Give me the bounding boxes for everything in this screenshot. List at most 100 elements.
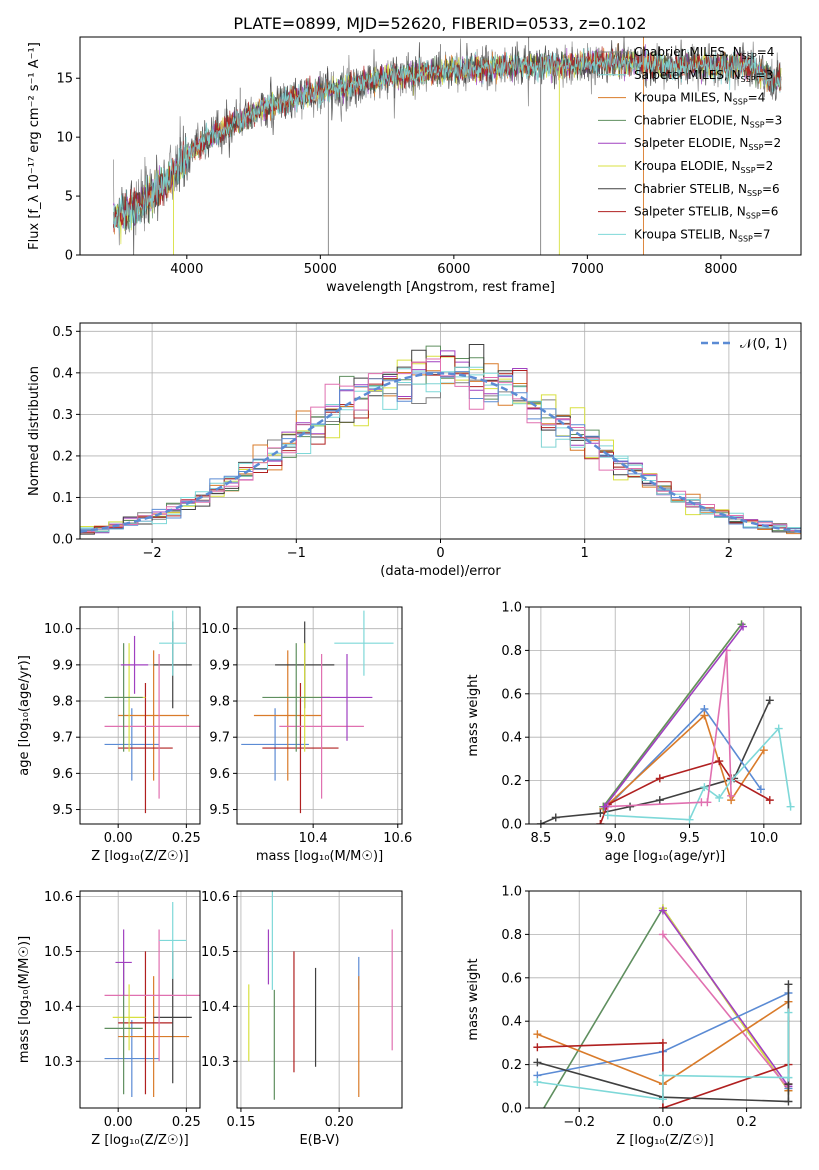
mass-weight-vs-age-frame	[528, 606, 802, 825]
mass-weight-vs-age-point-marker	[765, 796, 774, 805]
mass-vs-Z-panel: 0.00 0.25 10.3 10.4 10.5 10.6 Z [log₁₀(Z/Z☉)] m…	[17, 890, 201, 1148]
mass-weight-vs-age-series-line	[607, 650, 732, 808]
spectrum-ytick-label: 15	[56, 72, 73, 87]
mass-vs-Z-ytick-label: 10.5	[44, 945, 73, 960]
mass-vs-EBV-xtick-label: 0.20	[325, 1115, 354, 1130]
mass-weight-vs-age-point-marker	[774, 724, 783, 733]
mass-weight-vs-Z-point-marker	[784, 1097, 793, 1106]
mass-vs-Z-ytick-label: 10.3	[44, 1055, 73, 1070]
mass-weight-vs-age-point-marker	[700, 783, 709, 792]
mass-vs-Z-ytick-label: 10.6	[44, 890, 73, 905]
mass-vs-EBV-ytick-label: 10.6	[201, 890, 230, 905]
mass-weight-vs-Z-point-marker	[533, 1115, 541, 1123]
age-vs-Z-ytick-label: 9.6	[52, 767, 73, 782]
figure-title: PLATE=0899, MJD=52620, FIBERID=0533, z=0…	[233, 14, 646, 33]
mass-vs-EBV-xtick-label: 0.15	[226, 1115, 255, 1130]
residuals-xtick-label: −2	[143, 546, 162, 561]
mass-weight-vs-age-point-marker	[703, 798, 712, 807]
age-vs-Z-ylabel: age [log₁₀(age/yr)]	[17, 655, 32, 776]
mass-weight-vs-Z-point-marker	[658, 1095, 667, 1104]
mass-weight-vs-age-panel: 8.5 9.0 9.5 10.0 0.0 0.2 0.4 0.6 0.8 1.0 age [log₁…	[466, 601, 802, 864]
age-vs-mass-panel: 10.4 10.6 9.5 9.6 9.7 9.8 9.9 10.0 mass [log₁₀(M…	[201, 606, 412, 864]
mass-weight-vs-age-point-marker	[551, 813, 560, 822]
mass-weight-vs-age-xtick-label: 9.0	[605, 831, 626, 846]
mass-weight-vs-age-point-marker	[600, 802, 609, 811]
mass-weight-vs-age-series-line	[604, 626, 744, 808]
mass-vs-Z-xlabel: Z [log₁₀(Z/Z☉)]	[91, 1133, 188, 1148]
spectrum-legend-label: Chabrier ELODIE, NSSP=3	[634, 113, 782, 129]
age-vs-mass-ytick-label: 10.0	[201, 622, 230, 637]
mass-weight-vs-age-point-marker	[596, 820, 605, 824]
mass-weight-vs-Z-xlabel: Z [log₁₀(Z/Z☉)]	[616, 1133, 713, 1148]
mass-weight-vs-age-point-marker	[655, 796, 664, 805]
mass-weight-vs-Z-frame	[528, 890, 802, 1109]
mass-weight-vs-Z-panel: −0.2 0.0 0.2 0.0 0.2 0.4 0.6 0.8 1.0 Z [log₁₀(Z/Z…	[466, 885, 802, 1148]
age-vs-Z-xtick-label: 0.00	[104, 831, 133, 846]
residuals-xtick-label: 2	[725, 546, 733, 561]
residuals-panel: 𝒩(0, 1) −2 −1 0 1 2 0.0 0.1 0.2 0.3 0.4 0.5 (data-mo…	[27, 322, 802, 579]
age-vs-Z-panel: 0.00 0.25 9.5 9.6 9.7 9.8 9.9 10.0 Z [log₁₀(Z/Z☉…	[17, 606, 201, 864]
mass-weight-vs-Z-point-marker	[784, 980, 793, 989]
mass-weight-vs-Z-point-marker	[784, 1073, 793, 1082]
spectrum-ytick-label: 5	[65, 190, 73, 205]
residuals-ytick-label: 0.2	[52, 449, 73, 464]
mass-weight-vs-age-series-line	[602, 623, 743, 808]
age-vs-Z-plot-area	[104, 610, 200, 814]
spectrum-ytick-label: 10	[56, 131, 73, 146]
mass-vs-EBV-xlabel: E(B-V)	[299, 1133, 339, 1148]
spectrum-plot-area	[113, 37, 782, 255]
age-vs-mass-ytick-label: 9.8	[209, 695, 230, 710]
mass-weight-vs-Z-plot-area	[533, 904, 793, 1123]
spectrum-legend-label: Salpeter MILES, NSSP=3	[634, 68, 773, 84]
age-vs-mass-ytick-label: 9.6	[209, 767, 230, 782]
mass-weight-vs-Z-point-marker	[658, 906, 667, 915]
mass-vs-Z-xtick-label: 0.00	[104, 1115, 133, 1130]
mass-weight-vs-age-xtick-label: 8.5	[531, 831, 552, 846]
mass-weight-vs-age-point-marker	[685, 815, 694, 824]
mass-weight-vs-age-xtick-label: 9.5	[679, 831, 700, 846]
age-vs-Z-frame	[79, 606, 201, 825]
mass-weight-vs-age-point-marker	[727, 791, 736, 800]
mass-vs-EBV-ytick-label: 10.3	[201, 1055, 230, 1070]
mass-vs-EBV-panel: 0.15 0.20 10.3 10.4 10.5 10.6 E(B-V)	[201, 890, 403, 1148]
age-vs-Z-xtick-label: 0.25	[172, 831, 201, 846]
spectrum-xtick-label: 7000	[571, 262, 604, 277]
spectrum-xtick-label: 4000	[170, 262, 203, 277]
mass-weight-vs-age-ytick-label: 1.0	[501, 601, 522, 616]
age-vs-mass-frame	[236, 606, 403, 825]
mass-weight-vs-age-ytick-label: 0.0	[501, 818, 522, 833]
age-vs-Z-xlabel: Z [log₁₀(Z/Z☉)]	[91, 849, 188, 864]
mass-weight-vs-Z-ytick-label: 0.0	[501, 1102, 522, 1117]
mass-weight-vs-age-ylabel: mass weight	[466, 674, 481, 756]
age-vs-mass-ytick-label: 9.7	[209, 731, 230, 746]
mass-weight-vs-age-point-marker	[786, 802, 795, 811]
spectrum-xtick-label: 6000	[437, 262, 470, 277]
mass-weight-vs-Z-point-marker	[533, 1030, 542, 1039]
mass-weight-vs-Z-xtick-label: 0.2	[736, 1115, 757, 1130]
spectrum-ylabel: Flux [f_λ 10⁻¹⁷ erg cm⁻² s⁻¹ A⁻¹]	[27, 42, 42, 250]
residuals-ytick-label: 0.1	[52, 491, 73, 506]
age-vs-mass-xtick-label: 10.6	[383, 831, 412, 846]
mass-weight-vs-age-ytick-label: 0.4	[501, 731, 522, 746]
age-vs-mass-xlabel: mass [log₁₀(M/M☉)]	[256, 849, 383, 864]
mass-weight-vs-age-point-marker	[715, 793, 724, 802]
residuals-xtick-label: 0	[436, 546, 444, 561]
residuals-xtick-label: 1	[581, 546, 589, 561]
age-vs-Z-ytick-label: 10.0	[44, 622, 73, 637]
mass-weight-vs-age-point-marker	[626, 802, 635, 811]
mass-weight-vs-age-point-marker	[756, 785, 765, 794]
spectrum-xtick-label: 8000	[704, 262, 737, 277]
mass-vs-Z-frame	[79, 890, 201, 1109]
mass-weight-vs-age-point-marker	[596, 809, 605, 818]
mass-weight-vs-Z-point-marker	[533, 1058, 542, 1067]
mass-weight-vs-Z-ytick-label: 0.4	[501, 1015, 522, 1030]
mass-weight-vs-age-point-marker	[700, 711, 709, 720]
mass-weight-vs-age-series-line	[540, 699, 771, 824]
mass-vs-EBV-frame	[236, 890, 403, 1109]
spectrum-legend-label: Kroupa ELODIE, NSSP=2	[634, 159, 773, 175]
mass-vs-Z-ylabel: mass [log₁₀(M/M☉)]	[17, 936, 32, 1063]
spectrum-xtick-label: 5000	[304, 262, 337, 277]
mass-weight-vs-Z-point-marker	[533, 1077, 542, 1086]
mass-weight-vs-age-series-line	[607, 707, 762, 808]
spectrum-legend-label: Salpeter STELIB, NSSP=6	[634, 205, 778, 221]
